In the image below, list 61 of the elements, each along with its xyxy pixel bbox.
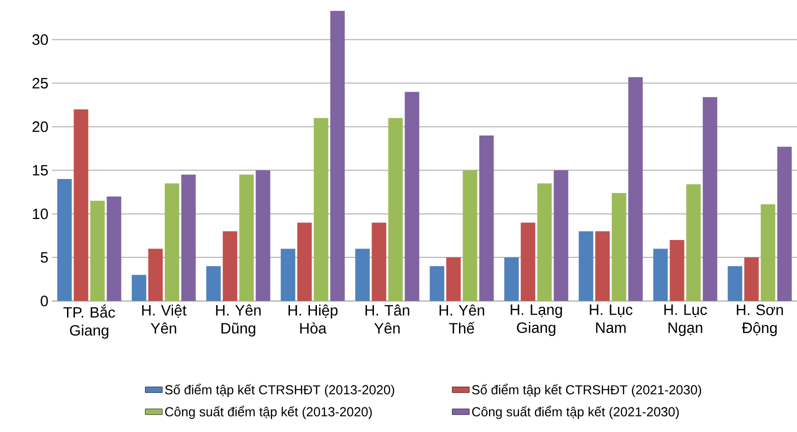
x-tick-label: H. Hiệp Hòa: [288, 304, 338, 334]
bar: [280, 248, 296, 301]
bar: [446, 257, 461, 301]
x-tick-label: H. Việt Yên: [142, 304, 186, 334]
y-tick-label: 5: [40, 252, 48, 263]
legend-label: Số điểm tập kết CTRSHĐT (2021-2030): [472, 384, 702, 397]
bar: [670, 240, 684, 301]
legend-label: Số điểm tập kết CTRSHĐT (2013-2020): [165, 384, 394, 397]
bar: [595, 231, 610, 301]
bar: [479, 135, 494, 301]
bar: [728, 266, 742, 301]
bar: [430, 266, 444, 301]
bar: [760, 204, 776, 301]
bar: [404, 92, 420, 301]
bar: [90, 200, 105, 301]
bar: [297, 222, 312, 301]
x-tick-label: H. Lục Nam: [590, 304, 632, 333]
bar: [653, 248, 668, 301]
bar: [330, 10, 345, 301]
y-tick-label: 25: [32, 78, 48, 88]
bar: [355, 248, 370, 301]
bar: [164, 183, 180, 301]
bar: [57, 179, 72, 301]
bar: [504, 257, 519, 301]
y-tick-label: 10: [32, 208, 48, 220]
legend-label: Công suất điểm tập kết (2021-2030): [472, 406, 679, 419]
bar: [132, 274, 146, 301]
bar: [777, 146, 792, 301]
y-tick-label: 0: [40, 296, 48, 306]
bar: [314, 118, 328, 301]
bar: [628, 77, 643, 301]
bar: [181, 174, 196, 301]
x-tick-label: H. Yên Dũng: [216, 304, 261, 337]
bar: [520, 222, 536, 301]
x-tick-label: TP. Bắc Giang: [63, 304, 115, 339]
y-tick-label: 30: [32, 34, 48, 45]
x-tick-label: H. Tân Yên: [366, 304, 410, 334]
bar: [106, 196, 122, 301]
bar: [702, 97, 718, 301]
bar: [744, 257, 759, 301]
x-tick-label: H. Sơn Động: [736, 304, 783, 336]
bar: [148, 248, 163, 301]
x-tick-label: H. Lạng Giang: [510, 304, 562, 336]
bar: [578, 231, 594, 301]
x-tick-label: H. Yên Thế: [440, 304, 484, 334]
y-tick-label: 20: [32, 121, 48, 132]
bar: [239, 174, 254, 301]
bar: [612, 192, 626, 301]
y-tick-label: 15: [32, 165, 48, 176]
bar: [686, 184, 701, 301]
bar: [372, 222, 386, 301]
bar: [554, 170, 568, 301]
bar: [462, 170, 478, 301]
bar: [256, 170, 270, 301]
bar: [388, 118, 403, 301]
bar: [206, 266, 221, 301]
legend-label: Công suất điểm tập kết (2013-2020): [165, 406, 372, 419]
bar: [74, 109, 88, 301]
bar: [537, 183, 552, 301]
x-tick-label: H. Lục Ngạn: [664, 304, 707, 336]
bar: [222, 231, 238, 301]
